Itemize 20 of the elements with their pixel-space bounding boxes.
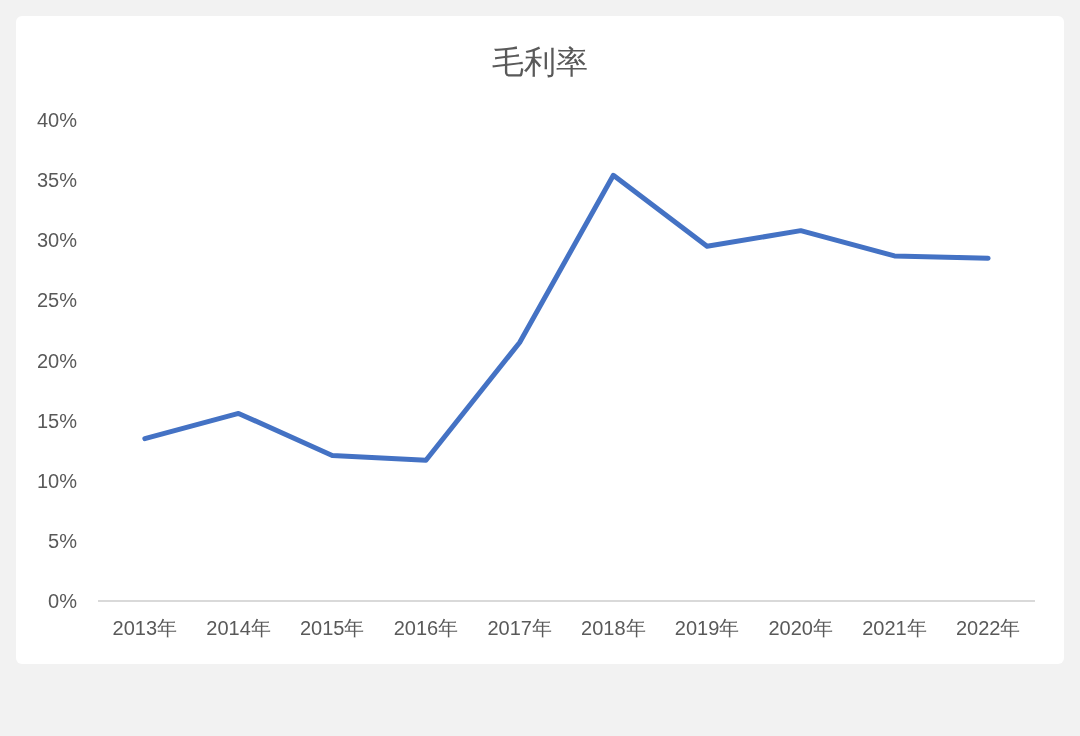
x-tick-label: 2014年 <box>206 617 271 640</box>
x-tick-label: 2018年 <box>581 617 646 640</box>
y-tick-label: 10% <box>36 469 78 492</box>
y-tick-label: 40% <box>36 109 78 132</box>
y-tick-label: 0% <box>48 590 78 613</box>
x-tick-label: 2021年 <box>862 617 927 640</box>
x-tick-label: 2017年 <box>487 617 552 640</box>
y-tick-label: 35% <box>36 169 78 192</box>
x-tick-label: 2022年 <box>955 617 1021 640</box>
x-tick-label: 2013年 <box>112 617 178 640</box>
x-tick-label: 2016年 <box>393 617 459 640</box>
y-tick-label: 20% <box>36 349 78 372</box>
y-tick-label: 15% <box>36 409 78 432</box>
y-tick-label: 25% <box>36 289 78 312</box>
chart-title: 毛利率 <box>491 43 589 82</box>
x-tick-label: 2015年 <box>300 617 365 640</box>
y-tick-label: 5% <box>48 529 78 552</box>
x-tick-label: 2019年 <box>674 617 740 640</box>
y-tick-label: 30% <box>36 229 78 252</box>
x-tick-label: 2020年 <box>768 617 833 640</box>
